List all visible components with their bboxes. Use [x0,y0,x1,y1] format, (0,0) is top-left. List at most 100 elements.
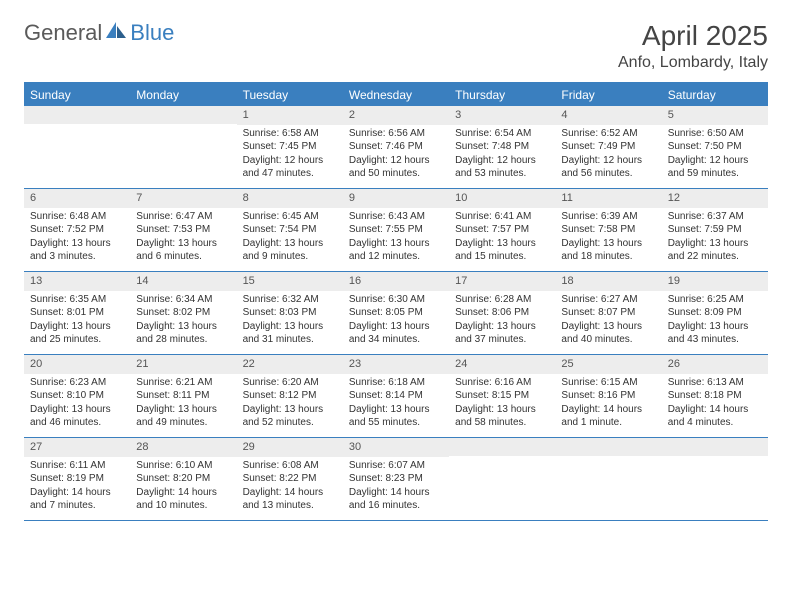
cell-body: Sunrise: 6:18 AMSunset: 8:14 PMDaylight:… [343,374,449,434]
sunset-text: Sunset: 8:06 PM [455,306,549,320]
calendar-cell: 11Sunrise: 6:39 AMSunset: 7:58 PMDayligh… [555,189,661,271]
sunset-text: Sunset: 8:14 PM [349,389,443,403]
cell-body: Sunrise: 6:07 AMSunset: 8:23 PMDaylight:… [343,457,449,517]
cell-body: Sunrise: 6:47 AMSunset: 7:53 PMDaylight:… [130,208,236,268]
calendar-cell: 27Sunrise: 6:11 AMSunset: 8:19 PMDayligh… [24,438,130,520]
cell-body: Sunrise: 6:21 AMSunset: 8:11 PMDaylight:… [130,374,236,434]
cell-body: Sunrise: 6:34 AMSunset: 8:02 PMDaylight:… [130,291,236,351]
sunrise-text: Sunrise: 6:08 AM [243,459,337,473]
sunrise-text: Sunrise: 6:47 AM [136,210,230,224]
cell-body: Sunrise: 6:43 AMSunset: 7:55 PMDaylight:… [343,208,449,268]
daylight-text: Daylight: 13 hours and 52 minutes. [243,403,337,430]
calendar-cell: 30Sunrise: 6:07 AMSunset: 8:23 PMDayligh… [343,438,449,520]
sunset-text: Sunset: 8:01 PM [30,306,124,320]
sunset-text: Sunset: 7:52 PM [30,223,124,237]
sunrise-text: Sunrise: 6:39 AM [561,210,655,224]
sunrise-text: Sunrise: 6:45 AM [243,210,337,224]
dayhead-sunday: Sunday [24,84,130,106]
sunrise-text: Sunrise: 6:13 AM [668,376,762,390]
calendar-cell: 12Sunrise: 6:37 AMSunset: 7:59 PMDayligh… [662,189,768,271]
cell-body: Sunrise: 6:45 AMSunset: 7:54 PMDaylight:… [237,208,343,268]
calendar-cell: 24Sunrise: 6:16 AMSunset: 8:15 PMDayligh… [449,355,555,437]
cell-body: Sunrise: 6:35 AMSunset: 8:01 PMDaylight:… [24,291,130,351]
day-number: 2 [343,106,449,125]
cell-body: Sunrise: 6:10 AMSunset: 8:20 PMDaylight:… [130,457,236,517]
dayhead-monday: Monday [130,84,236,106]
sunset-text: Sunset: 7:55 PM [349,223,443,237]
sunrise-text: Sunrise: 6:16 AM [455,376,549,390]
sunset-text: Sunset: 7:48 PM [455,140,549,154]
sunset-text: Sunset: 7:58 PM [561,223,655,237]
cell-body: Sunrise: 6:30 AMSunset: 8:05 PMDaylight:… [343,291,449,351]
day-number: 7 [130,189,236,208]
calendar-cell: 16Sunrise: 6:30 AMSunset: 8:05 PMDayligh… [343,272,449,354]
sunset-text: Sunset: 8:02 PM [136,306,230,320]
sunrise-text: Sunrise: 6:21 AM [136,376,230,390]
cell-body: Sunrise: 6:27 AMSunset: 8:07 PMDaylight:… [555,291,661,351]
cell-body: Sunrise: 6:58 AMSunset: 7:45 PMDaylight:… [237,125,343,185]
daylight-text: Daylight: 14 hours and 16 minutes. [349,486,443,513]
day-number [662,438,768,456]
daylight-text: Daylight: 13 hours and 43 minutes. [668,320,762,347]
sunset-text: Sunset: 8:12 PM [243,389,337,403]
calendar-cell: 10Sunrise: 6:41 AMSunset: 7:57 PMDayligh… [449,189,555,271]
calendar-cell: 28Sunrise: 6:10 AMSunset: 8:20 PMDayligh… [130,438,236,520]
day-number [24,106,130,124]
dayhead-wednesday: Wednesday [343,84,449,106]
sunrise-text: Sunrise: 6:23 AM [30,376,124,390]
daylight-text: Daylight: 13 hours and 22 minutes. [668,237,762,264]
sunrise-text: Sunrise: 6:35 AM [30,293,124,307]
cell-body: Sunrise: 6:23 AMSunset: 8:10 PMDaylight:… [24,374,130,434]
cell-body: Sunrise: 6:48 AMSunset: 7:52 PMDaylight:… [24,208,130,268]
daylight-text: Daylight: 14 hours and 7 minutes. [30,486,124,513]
day-number: 19 [662,272,768,291]
daylight-text: Daylight: 13 hours and 31 minutes. [243,320,337,347]
daylight-text: Daylight: 14 hours and 1 minute. [561,403,655,430]
sunset-text: Sunset: 8:09 PM [668,306,762,320]
week-row: 6Sunrise: 6:48 AMSunset: 7:52 PMDaylight… [24,189,768,272]
daylight-text: Daylight: 12 hours and 59 minutes. [668,154,762,181]
day-number: 1 [237,106,343,125]
calendar-cell: 22Sunrise: 6:20 AMSunset: 8:12 PMDayligh… [237,355,343,437]
day-number [555,438,661,456]
calendar-cell: 23Sunrise: 6:18 AMSunset: 8:14 PMDayligh… [343,355,449,437]
weeks-container: 1Sunrise: 6:58 AMSunset: 7:45 PMDaylight… [24,106,768,521]
calendar-cell [449,438,555,520]
day-number: 16 [343,272,449,291]
week-row: 27Sunrise: 6:11 AMSunset: 8:19 PMDayligh… [24,438,768,521]
sunset-text: Sunset: 8:20 PM [136,472,230,486]
day-number: 23 [343,355,449,374]
daylight-text: Daylight: 13 hours and 40 minutes. [561,320,655,347]
sunrise-text: Sunrise: 6:52 AM [561,127,655,141]
sunset-text: Sunset: 8:11 PM [136,389,230,403]
day-number: 30 [343,438,449,457]
daylight-text: Daylight: 14 hours and 10 minutes. [136,486,230,513]
sunrise-text: Sunrise: 6:48 AM [30,210,124,224]
sunset-text: Sunset: 8:22 PM [243,472,337,486]
dayhead-tuesday: Tuesday [237,84,343,106]
sunrise-text: Sunrise: 6:20 AM [243,376,337,390]
day-number: 11 [555,189,661,208]
cell-body: Sunrise: 6:15 AMSunset: 8:16 PMDaylight:… [555,374,661,434]
daylight-text: Daylight: 13 hours and 46 minutes. [30,403,124,430]
week-row: 20Sunrise: 6:23 AMSunset: 8:10 PMDayligh… [24,355,768,438]
calendar-cell: 21Sunrise: 6:21 AMSunset: 8:11 PMDayligh… [130,355,236,437]
day-number: 25 [555,355,661,374]
calendar-cell [662,438,768,520]
daylight-text: Daylight: 13 hours and 58 minutes. [455,403,549,430]
calendar-cell: 29Sunrise: 6:08 AMSunset: 8:22 PMDayligh… [237,438,343,520]
cell-body: Sunrise: 6:13 AMSunset: 8:18 PMDaylight:… [662,374,768,434]
cell-body: Sunrise: 6:37 AMSunset: 7:59 PMDaylight:… [662,208,768,268]
daylight-text: Daylight: 14 hours and 4 minutes. [668,403,762,430]
daylight-text: Daylight: 13 hours and 25 minutes. [30,320,124,347]
calendar-cell: 25Sunrise: 6:15 AMSunset: 8:16 PMDayligh… [555,355,661,437]
daylight-text: Daylight: 12 hours and 50 minutes. [349,154,443,181]
cell-body: Sunrise: 6:52 AMSunset: 7:49 PMDaylight:… [555,125,661,185]
day-number: 21 [130,355,236,374]
sunset-text: Sunset: 7:53 PM [136,223,230,237]
day-number: 6 [24,189,130,208]
sunrise-text: Sunrise: 6:07 AM [349,459,443,473]
daylight-text: Daylight: 13 hours and 6 minutes. [136,237,230,264]
sunset-text: Sunset: 8:19 PM [30,472,124,486]
day-number [130,106,236,124]
